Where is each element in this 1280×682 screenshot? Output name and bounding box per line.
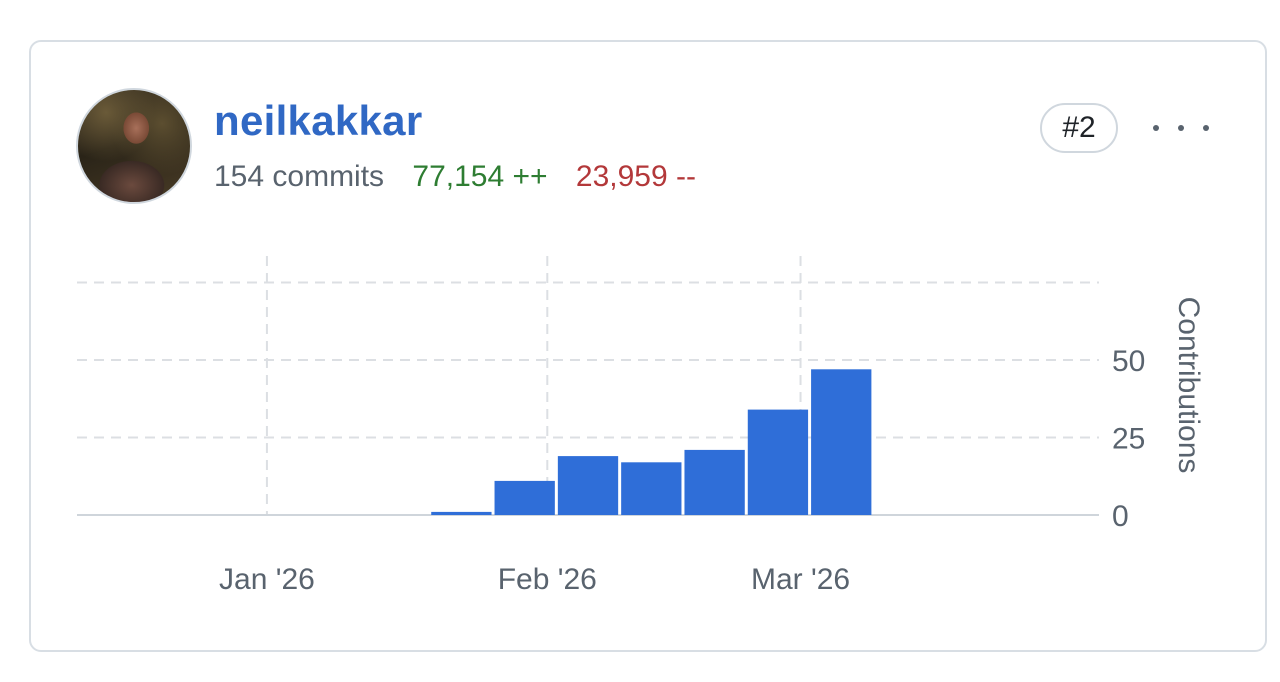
contribution-bar <box>494 480 555 515</box>
contribution-bar <box>431 511 492 515</box>
contribution-bar <box>684 449 745 515</box>
contribution-bar <box>557 456 619 515</box>
contribution-bar <box>747 409 809 515</box>
chart-bars <box>431 369 872 515</box>
deletions-count: 23,959 -- <box>575 160 696 193</box>
rank-badge: #2 <box>1040 103 1118 153</box>
dot-icon <box>1203 125 1209 131</box>
dot-icon <box>1178 125 1184 131</box>
username-link[interactable]: neilkakkar <box>214 97 423 144</box>
user-avatar[interactable] <box>76 88 192 204</box>
more-options-icon[interactable] <box>1153 108 1209 148</box>
x-tick-label: Feb '26 <box>498 563 597 596</box>
contribution-bar <box>621 462 682 515</box>
contribution-stats: 154 commits 77,154 ++ 23,959 -- <box>214 160 716 194</box>
y-tick-label: 50 <box>1112 345 1145 378</box>
y-tick-label: 25 <box>1112 423 1145 456</box>
additions-count: 77,154 ++ <box>412 160 548 193</box>
y-tick-label: 0 <box>1112 500 1129 533</box>
y-axis-label: Contributions <box>1172 297 1205 474</box>
chart-labels: 0 25 50 Jan '26 Feb '26 Mar '26 <box>219 345 1145 596</box>
x-tick-label: Mar '26 <box>751 563 850 596</box>
contributions-chart: 0 25 50 Jan '26 Feb '26 Mar '26 Contributions <box>77 256 1205 596</box>
contributor-card: neilkakkar 154 commits 77,154 ++ 23,959 … <box>29 40 1267 652</box>
x-tick-label: Jan '26 <box>219 563 315 596</box>
contribution-bar <box>811 369 872 515</box>
commit-count[interactable]: 154 commits <box>214 160 385 193</box>
dot-icon <box>1153 125 1159 131</box>
